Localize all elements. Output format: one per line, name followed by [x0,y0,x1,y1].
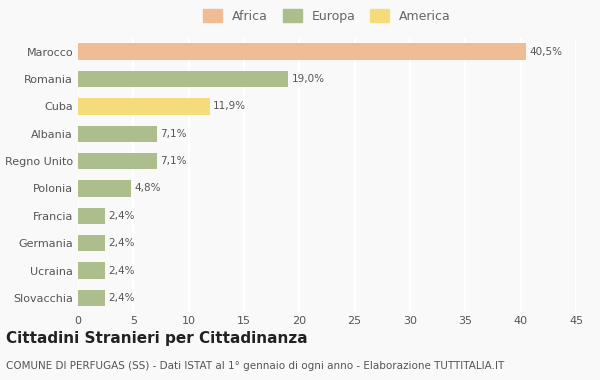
Bar [78,262,104,279]
Text: COMUNE DI PERFUGAS (SS) - Dati ISTAT al 1° gennaio di ogni anno - Elaborazione T: COMUNE DI PERFUGAS (SS) - Dati ISTAT al … [6,361,504,371]
Text: 2,4%: 2,4% [108,211,134,221]
Bar [78,290,104,306]
Bar [78,180,131,197]
Text: 11,9%: 11,9% [213,101,246,111]
Text: 2,4%: 2,4% [108,293,134,303]
Text: Cittadini Stranieri per Cittadinanza: Cittadini Stranieri per Cittadinanza [6,331,308,345]
Text: 2,4%: 2,4% [108,266,134,276]
Text: 7,1%: 7,1% [160,129,187,139]
Text: 4,8%: 4,8% [134,184,161,193]
Bar [78,71,288,87]
Text: 2,4%: 2,4% [108,238,134,248]
Bar [78,235,104,252]
Bar [78,98,209,115]
Bar [78,125,157,142]
Bar [78,43,526,60]
Bar [78,153,157,169]
Text: 40,5%: 40,5% [530,47,563,57]
Legend: Africa, Europa, America: Africa, Europa, America [199,5,455,26]
Bar [78,207,104,224]
Text: 19,0%: 19,0% [292,74,325,84]
Text: 7,1%: 7,1% [160,156,187,166]
